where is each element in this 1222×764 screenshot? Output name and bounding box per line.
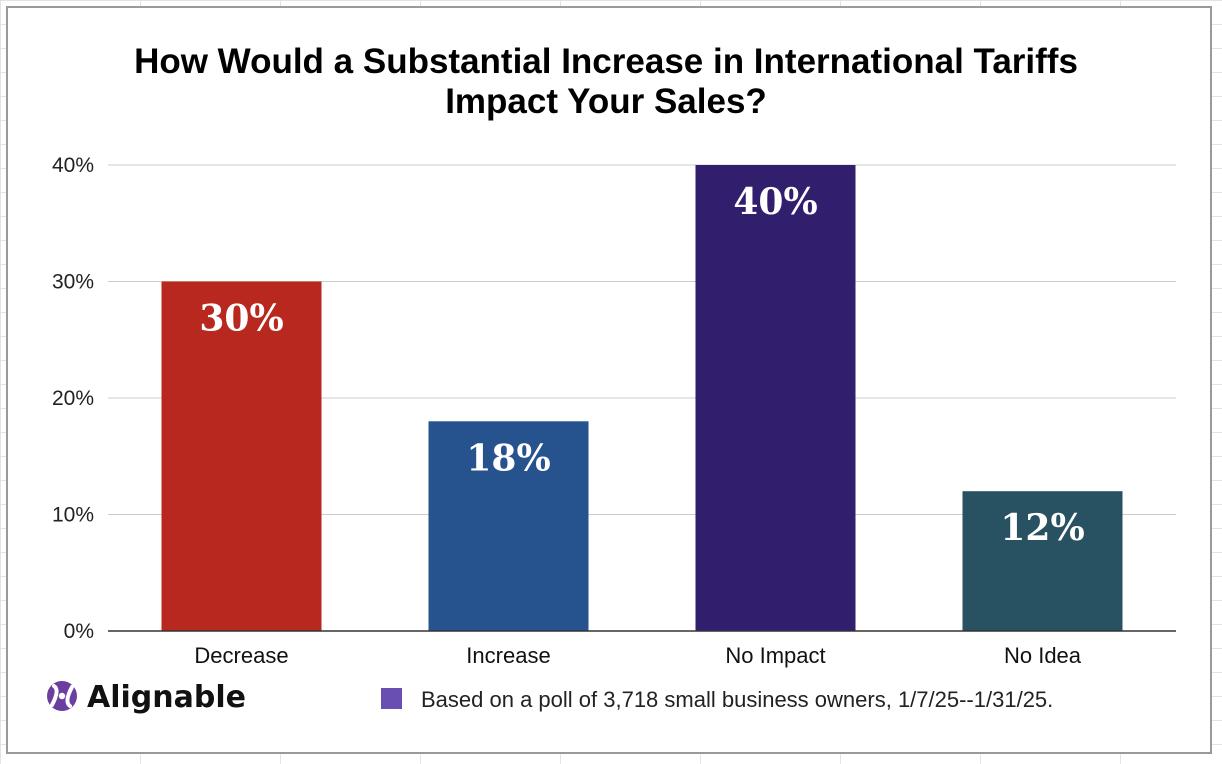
y-tick-label: 40% xyxy=(52,154,94,177)
data-label: 18% xyxy=(466,437,550,479)
data-label: 12% xyxy=(1000,507,1084,549)
chart-title: How Would a Substantial Increase in Inte… xyxy=(134,42,1078,121)
data-label: 40% xyxy=(733,181,817,223)
bar-no-idea xyxy=(962,491,1123,631)
data-labels: 30% 18% 40% 12% xyxy=(199,181,1084,549)
bar-increase xyxy=(428,421,589,631)
legend-swatch xyxy=(381,688,402,709)
bars xyxy=(161,165,1123,631)
y-tick-label: 20% xyxy=(52,387,94,410)
y-tick-label: 0% xyxy=(64,620,94,643)
y-axis-ticks: 0% 10% 20% 30% 40% xyxy=(52,154,94,643)
category-label: No Idea xyxy=(1004,643,1082,668)
bar-no-impact xyxy=(695,165,856,631)
category-label: Decrease xyxy=(194,643,288,668)
alignable-logo-icon xyxy=(47,681,77,711)
bar-decrease xyxy=(161,281,322,631)
chart-title-line-1: How Would a Substantial Increase in Inte… xyxy=(134,42,1078,81)
x-axis-categories: Decrease Increase No Impact No Idea xyxy=(194,643,1081,668)
data-label: 30% xyxy=(199,298,283,340)
category-label: No Impact xyxy=(725,643,825,668)
category-label: Increase xyxy=(466,643,550,668)
y-tick-label: 30% xyxy=(52,271,94,294)
alignable-logo: Alignable xyxy=(47,680,246,715)
chart-title-line-2: Impact Your Sales? xyxy=(445,82,767,121)
legend-note: Based on a poll of 3,718 small business … xyxy=(421,687,1053,712)
legend: Based on a poll of 3,718 small business … xyxy=(381,687,1053,712)
alignable-wordmark: Alignable xyxy=(87,680,246,715)
y-tick-label: 10% xyxy=(52,504,94,527)
